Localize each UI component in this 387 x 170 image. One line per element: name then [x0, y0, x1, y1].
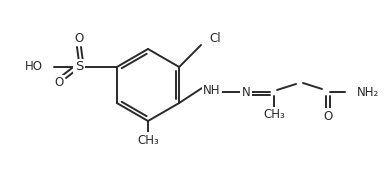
Text: CH₃: CH₃	[137, 133, 159, 147]
Text: S: S	[75, 61, 83, 73]
Text: NH: NH	[203, 84, 221, 98]
Text: O: O	[55, 76, 63, 89]
Text: NH₂: NH₂	[357, 86, 379, 98]
Text: N: N	[241, 86, 250, 98]
Text: CH₃: CH₃	[263, 108, 285, 122]
Text: O: O	[74, 31, 84, 45]
Text: O: O	[324, 109, 332, 123]
Text: HO: HO	[25, 61, 43, 73]
Text: Cl: Cl	[209, 31, 221, 45]
